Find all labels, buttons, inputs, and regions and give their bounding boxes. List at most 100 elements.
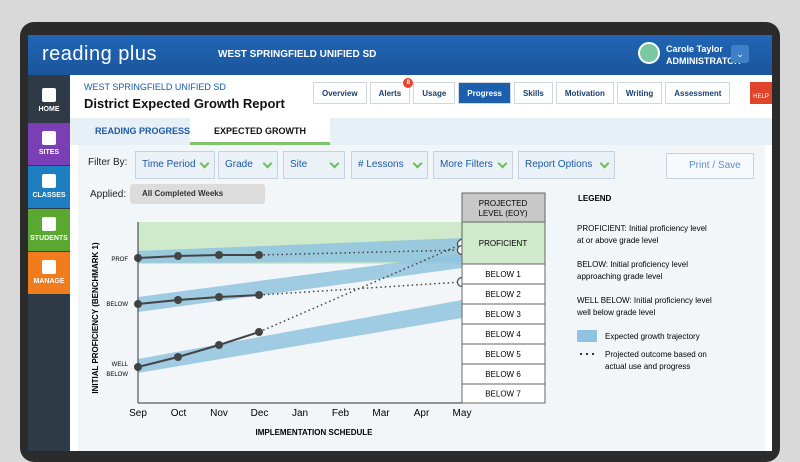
logo-left: reading xyxy=(42,43,113,65)
legend-text: Expected growth trajectory xyxy=(605,332,700,341)
start-level-label: WELL xyxy=(112,362,129,368)
tab[interactable]: Usage xyxy=(413,82,456,104)
filter-dropdown[interactable]: Time Period xyxy=(135,151,215,179)
tab[interactable]: Motivation xyxy=(555,82,614,104)
month-label: Apr xyxy=(414,408,430,419)
month-label: Dec xyxy=(251,408,269,419)
legend-text: approaching grade level xyxy=(577,272,663,281)
user-role: ADMINISTRATOR xyxy=(666,56,741,66)
nav-label: SITES xyxy=(38,149,60,156)
nav-item[interactable]: CLASSES xyxy=(28,166,70,208)
start-level-label: BELOW xyxy=(106,302,128,308)
month-label: May xyxy=(453,408,472,419)
month-label: Oct xyxy=(171,408,187,419)
legend-swatch xyxy=(577,330,597,342)
nav-item[interactable]: MANAGE xyxy=(28,252,70,294)
nav-icon xyxy=(42,260,56,274)
nav-label: STUDENTS xyxy=(30,235,68,242)
level-label: BELOW 2 xyxy=(485,290,521,299)
tab[interactable]: Assessment xyxy=(665,82,731,104)
filter-dropdown[interactable]: Site xyxy=(283,151,345,179)
district-name: WEST SPRINGFIELD UNIFIED SD xyxy=(218,49,377,60)
filter-label: # Lessons xyxy=(358,159,404,170)
y-axis-title: INITIAL PROFICIENCY (BENCHMARK 1) xyxy=(91,242,100,394)
filter-label: Report Options xyxy=(525,159,593,170)
avatar[interactable] xyxy=(638,42,660,64)
nav-label: MANAGE xyxy=(33,278,65,285)
level-label: BELOW 6 xyxy=(485,370,521,379)
filter-label: Grade xyxy=(225,159,253,170)
tab-label: Alerts xyxy=(378,89,402,98)
legend-text: Projected outcome based on xyxy=(605,350,707,359)
level-label: BELOW 1 xyxy=(485,270,521,279)
header: reading plus WEST SPRINGFIELD UNIFIED SD… xyxy=(28,35,772,75)
subtabs: READING PROGRESS EXPECTED GROWTH xyxy=(70,118,772,145)
filter-dropdown[interactable]: Grade xyxy=(218,151,278,179)
level-cell xyxy=(461,383,546,404)
growth-chart: Sep Oct Nov Dec Jan Feb Mar Apr May IMPLEMENTATIO… xyxy=(91,192,712,437)
filter-label: Filter By: xyxy=(88,157,128,168)
filter-label: Site xyxy=(290,159,308,170)
tabs: Overview Alerts 8 Usage Progress Skills Motiva… xyxy=(313,78,733,104)
start-level-label: BELOW xyxy=(106,372,128,378)
tab-label: Progress xyxy=(467,89,502,98)
filter-dropdown[interactable]: Report Options xyxy=(518,151,615,179)
tab[interactable]: Skills xyxy=(513,82,553,104)
level-label: BELOW 5 xyxy=(485,350,521,359)
logo-right: plus xyxy=(118,43,157,65)
month-label: Sep xyxy=(129,408,147,419)
tab-label: Skills xyxy=(522,89,544,98)
nav-icon xyxy=(42,131,56,145)
start-level-label: PROF xyxy=(111,257,128,263)
logo[interactable]: reading plus xyxy=(42,43,157,66)
filter-dropdown[interactable]: More Filters xyxy=(433,151,513,179)
subtab[interactable]: READING PROGRESS xyxy=(95,126,191,136)
tab-label: Writing xyxy=(625,89,654,98)
sidebar: HOME SITES CLASSES STUDENTS MANAGE xyxy=(28,75,70,451)
month-label: Mar xyxy=(372,408,390,419)
help[interactable]: HELP xyxy=(750,82,772,104)
legend-text: well below grade level xyxy=(576,308,655,317)
filter-label: More Filters xyxy=(440,159,493,170)
nav-icon xyxy=(42,174,56,188)
applied-chip[interactable]: All Completed Weeks xyxy=(130,184,265,204)
filter-label: Time Period xyxy=(142,159,196,170)
legend-text: PROFICIENT: Initial proficiency level xyxy=(577,224,707,233)
tab[interactable]: Writing xyxy=(616,82,663,104)
projected-line xyxy=(258,243,463,333)
subtab-active[interactable]: EXPECTED GROWTH xyxy=(190,118,330,145)
tab-label: Overview xyxy=(322,89,358,98)
projected-header-label: PROJECTED xyxy=(479,199,528,208)
month-label: Nov xyxy=(210,408,228,419)
level-label: BELOW 3 xyxy=(485,310,521,319)
legend-text: BELOW: Initial proficiency level xyxy=(577,260,688,269)
chip-label: All Completed Weeks xyxy=(142,189,224,198)
breadcrumb[interactable]: WEST SPRINGFIELD UNIFIED SD xyxy=(84,82,226,92)
legend-text: WELL BELOW: Initial proficiency level xyxy=(577,296,712,305)
tab[interactable]: Progress xyxy=(458,82,511,104)
actual-line xyxy=(137,331,260,368)
page-title: District Expected Growth Report xyxy=(84,96,285,111)
nav-label: HOME xyxy=(38,106,60,113)
user-name: Carole Taylor xyxy=(666,44,723,54)
month-label: Jan xyxy=(292,408,308,419)
projected-header-label: LEVEL (EOY) xyxy=(478,209,527,218)
tab-label: Assessment xyxy=(674,89,722,98)
print-button[interactable]: Print / Save xyxy=(666,153,754,179)
actual-line xyxy=(137,294,260,305)
tab[interactable]: Alerts 8 xyxy=(369,78,414,104)
page: {"header":{"logo_left":"reading","logo_r… xyxy=(20,22,780,462)
nav-label: CLASSES xyxy=(32,192,66,199)
nav-item[interactable]: HOME xyxy=(28,80,70,122)
nav-item[interactable]: STUDENTS xyxy=(28,209,70,251)
proficient-cell xyxy=(461,221,546,265)
nav-item[interactable]: SITES xyxy=(28,123,70,165)
actual-line xyxy=(137,254,259,259)
filter-dropdown[interactable]: # Lessons xyxy=(351,151,428,179)
user-menu[interactable]: ⌄ xyxy=(731,45,749,63)
tab[interactable]: Overview xyxy=(313,82,367,104)
level-label: BELOW 4 xyxy=(485,330,521,339)
nav-icon xyxy=(42,88,56,102)
user: Carole Taylor ADMINISTRATOR xyxy=(666,43,741,67)
legend-text: at or above grade level xyxy=(577,236,659,245)
